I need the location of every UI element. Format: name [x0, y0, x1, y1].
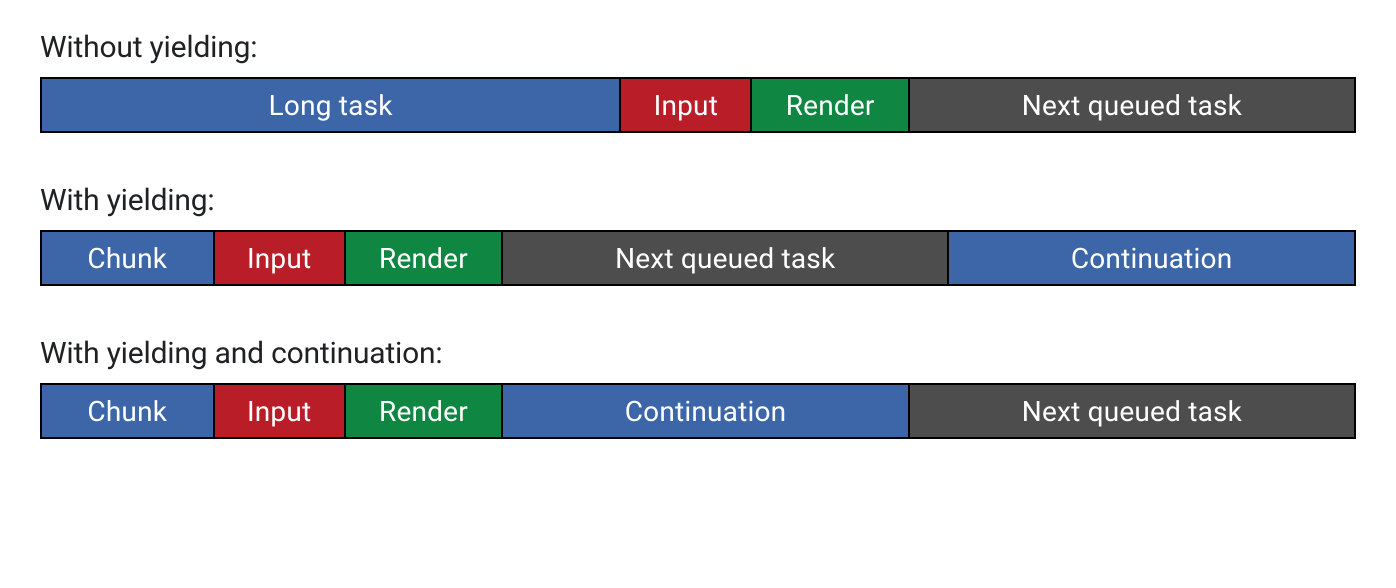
section-title: Without yielding: — [40, 30, 1356, 65]
segment: Chunk — [42, 232, 213, 284]
section: With yielding and continuation: ChunkInpu… — [40, 336, 1356, 439]
segment: Next queued task — [501, 232, 947, 284]
timeline-bar: ChunkInputRenderNext queued taskContinua… — [40, 230, 1356, 286]
segment: Input — [213, 385, 344, 437]
segment: Render — [344, 385, 501, 437]
section-title: With yielding and continuation: — [40, 336, 1356, 371]
section: With yielding: ChunkInputRenderNext queue… — [40, 183, 1356, 286]
segment: Render — [344, 232, 501, 284]
segment: Chunk — [42, 385, 213, 437]
timeline-bar: Long taskInputRenderNext queued task — [40, 77, 1356, 133]
section-title: With yielding: — [40, 183, 1356, 218]
segment: Long task — [42, 79, 619, 131]
segment: Continuation — [947, 232, 1354, 284]
timeline-bar: ChunkInputRenderContinuationNext queued … — [40, 383, 1356, 439]
segment: Input — [213, 232, 344, 284]
segment: Input — [619, 79, 750, 131]
segment: Next queued task — [908, 79, 1354, 131]
segment: Next queued task — [908, 385, 1354, 437]
section: Without yielding: Long taskInputRenderNex… — [40, 30, 1356, 133]
segment: Continuation — [501, 385, 908, 437]
segment: Render — [750, 79, 907, 131]
diagram-root: Without yielding:Long taskInputRenderNex… — [40, 30, 1356, 439]
